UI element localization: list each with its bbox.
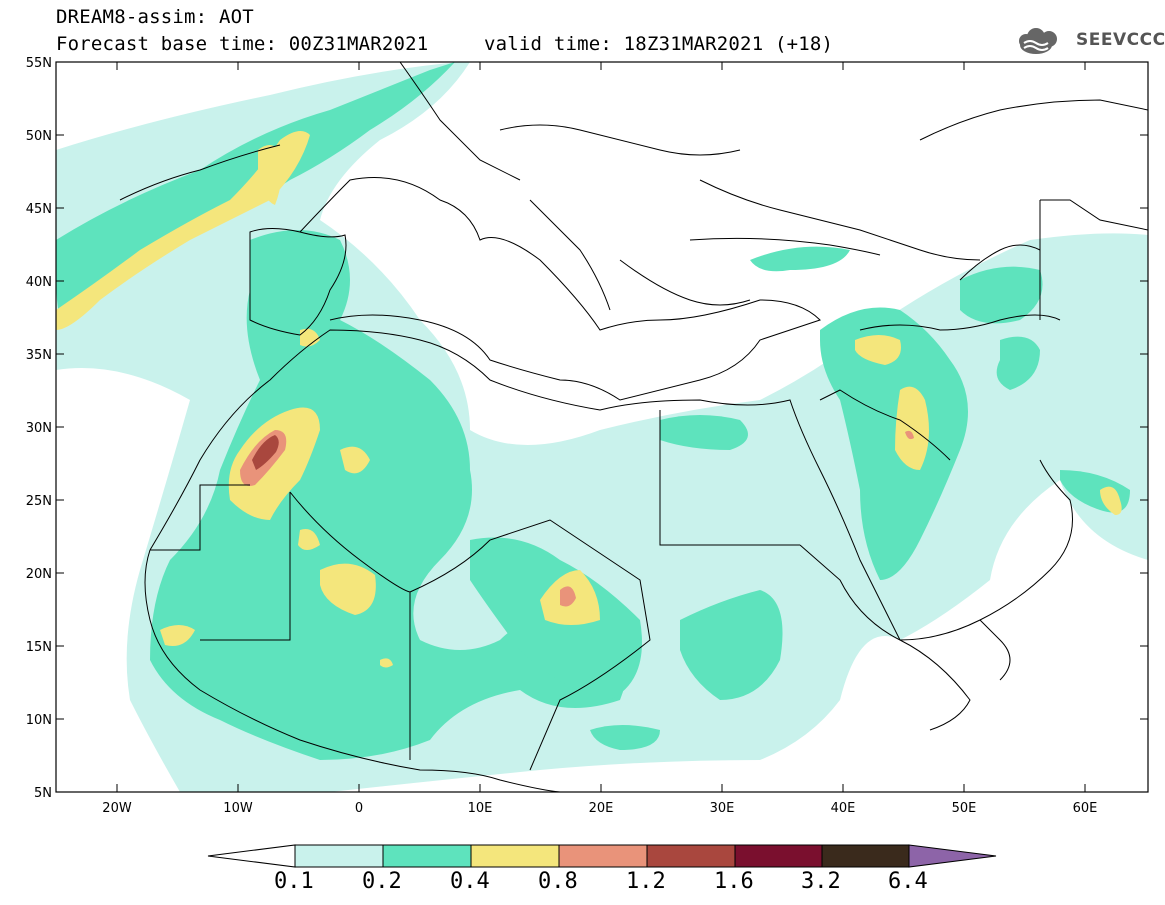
colorbar-label: 0.8 xyxy=(538,869,578,894)
colorbar-bin xyxy=(470,844,560,868)
lat-tick: 55N xyxy=(26,56,52,71)
colorbar-bin xyxy=(382,844,472,868)
lat-tick: 40N xyxy=(26,275,52,290)
coastlines xyxy=(119,62,1148,792)
valid-time: valid time: 18Z31MAR2021 (+18) xyxy=(484,33,834,55)
colorbar-bin xyxy=(294,844,384,868)
lat-tick: 5N xyxy=(34,786,52,801)
lon-tick: 40E xyxy=(831,801,856,816)
lon-tick: 10W xyxy=(223,801,253,816)
lon-tick: 60E xyxy=(1073,801,1098,816)
colorbar-label: 0.4 xyxy=(450,869,490,894)
lat-tick: 15N xyxy=(26,640,52,655)
colorbar-label: 3.2 xyxy=(801,869,841,894)
lon-tick: 20E xyxy=(589,801,614,816)
lon-tick: 30E xyxy=(710,801,735,816)
colorbar-label: 1.6 xyxy=(714,869,754,894)
lon-axis: 20W 10W 0 10E 20E 30E 40E 50E 60E xyxy=(102,62,1097,816)
forecast-base-time: Forecast base time: 00Z31MAR2021 xyxy=(56,33,429,55)
lat-tick: 10N xyxy=(26,713,52,728)
map-title: DREAM8-assim: AOT xyxy=(56,6,254,28)
colorbar-label: 0.2 xyxy=(362,869,402,894)
colorbar-bin xyxy=(734,844,823,868)
lat-tick: 20N xyxy=(26,567,52,582)
lat-tick: 25N xyxy=(26,494,52,509)
lat-tick: 35N xyxy=(26,348,52,363)
colorbar xyxy=(207,844,997,868)
colorbar-low-arrow xyxy=(207,844,296,868)
colorbar-label: 1.2 xyxy=(626,869,666,894)
lat-axis: 55N 50N 45N 40N 35N 30N 25N 20N 15N 10N … xyxy=(26,56,1148,801)
colorbar-label: 6.4 xyxy=(888,869,928,894)
colorbar-high-arrow xyxy=(908,844,997,868)
colorbar-bin xyxy=(558,844,648,868)
lat-tick: 30N xyxy=(26,421,52,436)
lat-tick: 45N xyxy=(26,202,52,217)
lon-tick: 0 xyxy=(355,801,363,816)
colorbar-bin xyxy=(821,844,910,868)
lon-tick: 20W xyxy=(102,801,132,816)
logo-text: SEEVCCC xyxy=(1076,30,1165,50)
aot-shading xyxy=(56,62,1148,792)
lat-tick: 50N xyxy=(26,129,52,144)
cloud-icon xyxy=(1019,28,1057,54)
lon-tick: 10E xyxy=(468,801,493,816)
colorbar-label: 0.1 xyxy=(274,869,314,894)
colorbar-bin xyxy=(646,844,736,868)
lon-tick: 50E xyxy=(952,801,977,816)
